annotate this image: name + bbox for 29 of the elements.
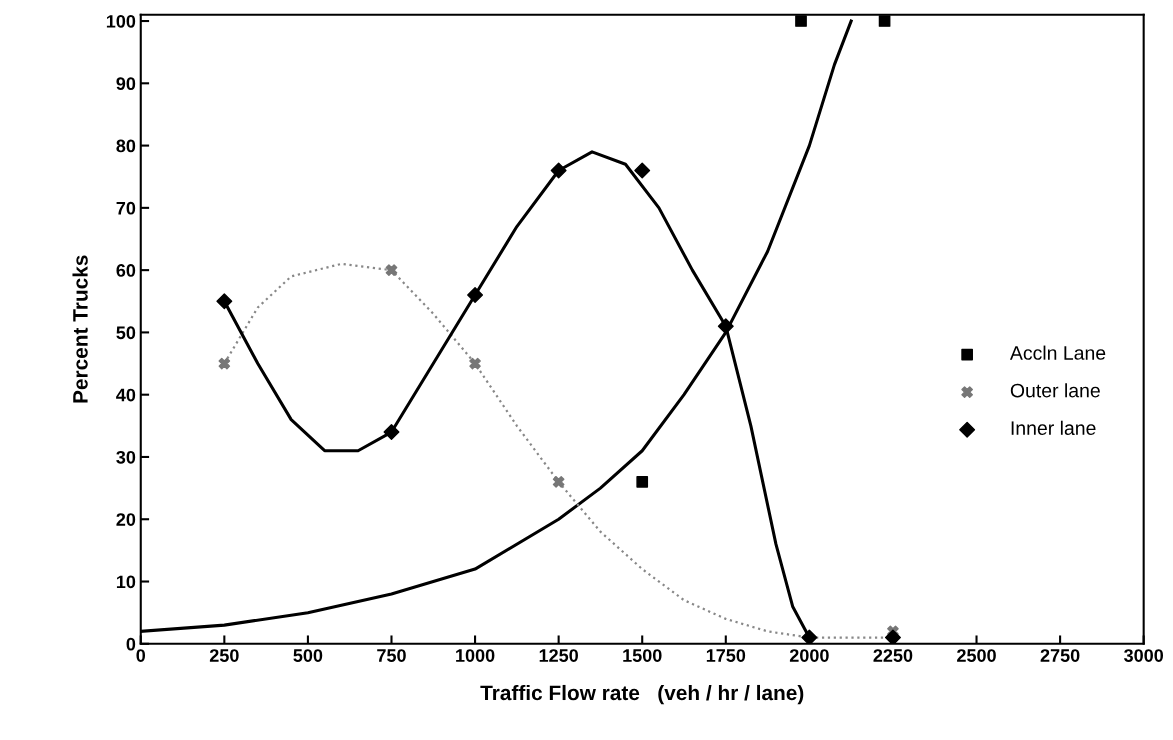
y-tick-label: 0: [126, 637, 136, 651]
x-tick-label: 2500: [957, 649, 996, 662]
y-tick-label: 70: [116, 201, 136, 215]
x-tick-label: 2250: [873, 649, 913, 662]
x-tick-label: 750: [377, 649, 406, 662]
y-tick-label: 90: [116, 77, 136, 91]
y-tick-label: 20: [116, 513, 136, 526]
y-tick-label: 50: [116, 326, 136, 340]
y-tick-label: 10: [116, 575, 136, 589]
y-tick-label: 80: [116, 139, 136, 153]
x-axis-title: Traffic Flow rate (veh / hr / lane): [480, 684, 804, 705]
x-tick-label: 1500: [623, 649, 662, 662]
x-tick-label: 500: [293, 649, 323, 662]
y-axis-title: Percent Trucks: [72, 255, 88, 403]
legend-label: Accln Lane: [1009, 345, 1106, 360]
y-tick-label: 40: [116, 388, 136, 402]
legend-label: Outer lane: [1010, 383, 1100, 398]
y-tick-label: 60: [116, 264, 136, 277]
x-tick-label: 250: [209, 649, 239, 662]
x-tick-label: 1250: [539, 649, 578, 662]
x-tick-label: 0: [136, 649, 146, 662]
x-tick-label: 3000: [1124, 649, 1164, 662]
x-tick-label: 2750: [1040, 649, 1080, 662]
x-tick-label: 2000: [789, 649, 829, 662]
x-tick-label: 1000: [456, 649, 495, 662]
y-tick-label: 100: [106, 14, 136, 28]
legend-label: Inner lane: [1011, 420, 1096, 435]
y-tick-label: 30: [116, 450, 136, 464]
x-tick-label: 1750: [706, 649, 746, 662]
